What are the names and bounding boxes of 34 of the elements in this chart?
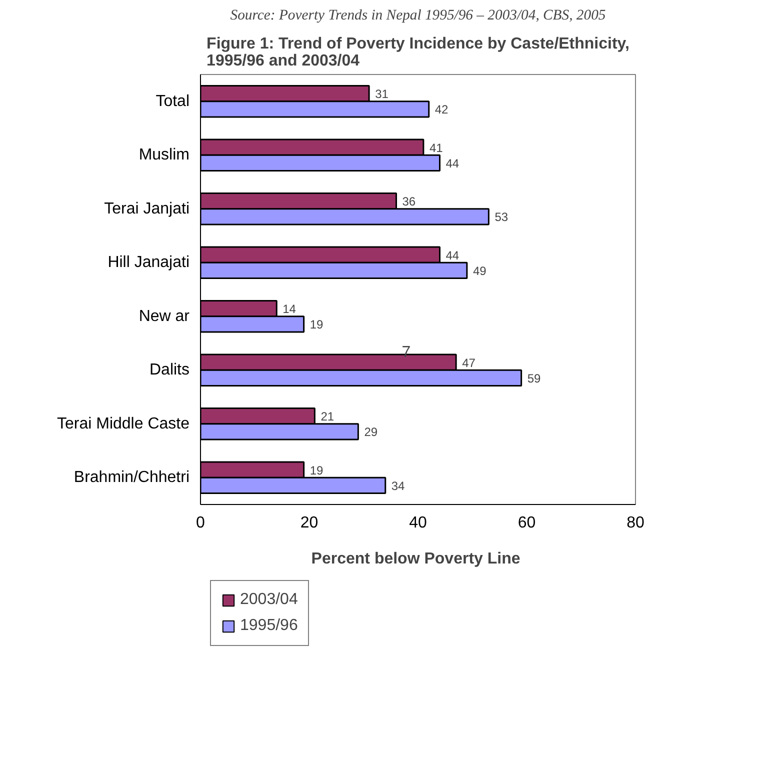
data-label: 14 <box>282 302 296 316</box>
y-tick-label: Dalits <box>149 362 190 379</box>
data-label: 19 <box>310 463 324 478</box>
y-tick-label: Total <box>156 92 190 110</box>
data-label: 42 <box>434 102 449 117</box>
x-tick-label: 0 <box>196 514 206 532</box>
y-tick-label: Terai Janjati <box>104 200 190 218</box>
data-label: 34 <box>391 478 406 493</box>
data-label: 36 <box>402 194 416 209</box>
chart-title: Figure 1: Trend of Poverty Incidence by Caste/Ethnicity, 1995/96 and 2003/04 <box>206 36 630 70</box>
data-label: 53 <box>494 210 508 224</box>
data-label: 47 <box>462 356 476 370</box>
source-note: Source: Poverty Trends in Nepal 1995/96 – 2003/04, CBS, 2005 <box>230 8 606 24</box>
x-tick-label: 40 <box>409 514 427 532</box>
data-label: 49 <box>472 264 487 278</box>
data-label: 41 <box>429 140 444 155</box>
x-tick-label: 20 <box>300 514 318 532</box>
y-tick-label: Terai Middle Caste <box>57 415 190 432</box>
legend-label: 1995/96 <box>240 617 298 635</box>
data-label: 19 <box>310 318 324 332</box>
data-label: 21 <box>320 410 334 424</box>
y-tick-label: Brahmin/Chhetri <box>74 469 190 486</box>
data-label: 59 <box>527 371 541 386</box>
x-tick-label: 60 <box>518 514 536 532</box>
y-tick-label: Hill Janajati <box>108 254 190 272</box>
data-label: 44 <box>446 156 460 170</box>
x-axis-title: Percent below Poverty Line <box>311 550 520 568</box>
legend-label: 2003/04 <box>240 591 298 609</box>
data-label: 29 <box>364 425 378 440</box>
y-tick-label: New ar <box>138 308 190 325</box>
data-label: 44 <box>446 248 460 262</box>
data-label: 31 <box>375 87 389 102</box>
x-tick-label: 80 <box>626 514 644 532</box>
y-tick-label: Muslim <box>138 146 190 164</box>
